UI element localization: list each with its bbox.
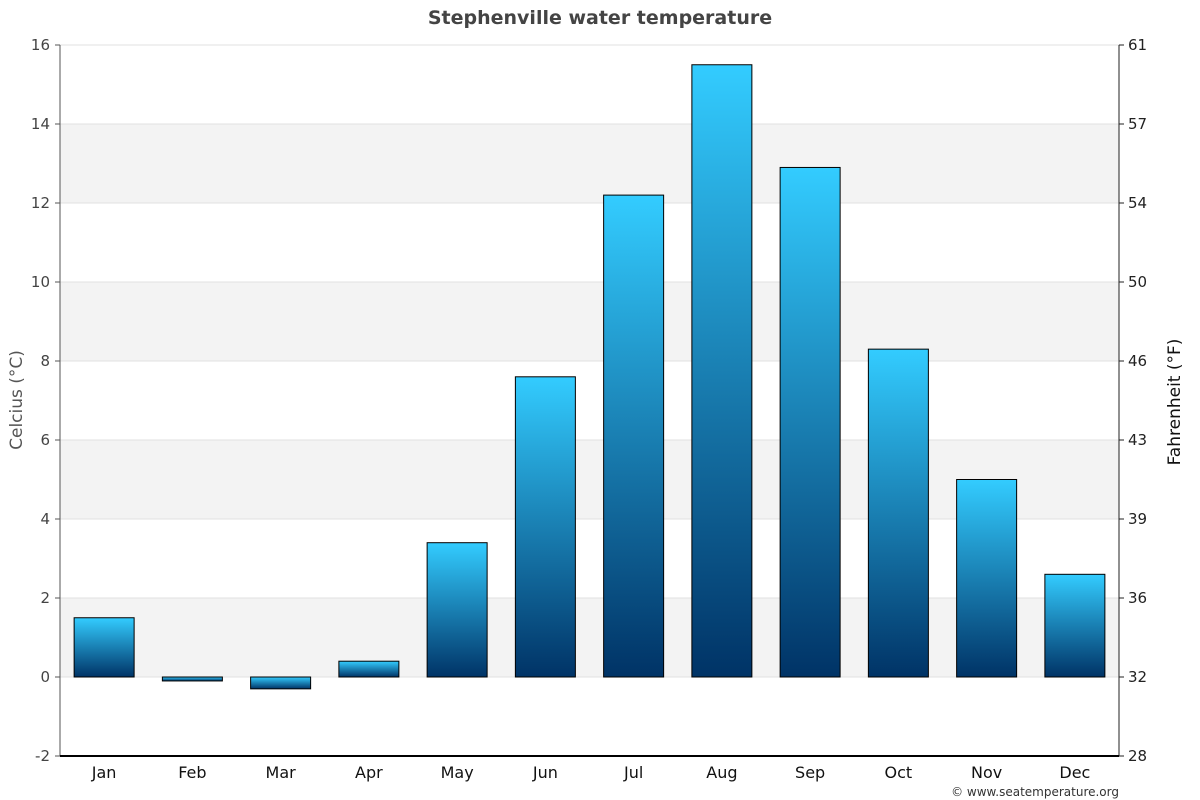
band-3 (60, 440, 1119, 519)
band-6 (60, 203, 1119, 282)
y-left-tick-label-2: 2 (40, 589, 50, 607)
y-left-tick-label-4: 6 (40, 431, 50, 449)
band-7 (60, 124, 1119, 203)
y-left-tick-label-1: 0 (40, 668, 50, 686)
y-left-tick-label-0: -2 (35, 747, 50, 765)
y-axis-right-ticks: 28 32 36 39 43 46 50 54 57 61 (1119, 36, 1147, 765)
y-right-tick-label-4: 43 (1128, 431, 1147, 449)
band-1 (60, 598, 1119, 677)
bar-sep (779, 166, 841, 678)
bar-jan (73, 617, 135, 678)
y-right-tick-label-7: 54 (1128, 194, 1147, 212)
y-left-tick-label-3: 4 (40, 510, 50, 528)
y-left-tick-label-7: 12 (31, 194, 50, 212)
bar-oct (867, 348, 929, 678)
bar-feb (161, 676, 223, 682)
y-axis-left-label: Celcius (°C) (7, 350, 27, 450)
chart-title: Stephenville water temperature (428, 7, 772, 29)
y-left-tick-label-8: 14 (31, 115, 50, 133)
bar-mar (250, 676, 312, 690)
bar-jun (514, 376, 576, 678)
bar-dec (1044, 573, 1106, 678)
gridlines (60, 44, 1119, 678)
background-bands (60, 45, 1119, 756)
band-0 (60, 677, 1119, 756)
y-right-tick-label-5: 46 (1128, 352, 1147, 370)
x-tick-label-oct: Oct (885, 763, 913, 782)
y-right-tick-label-0: 28 (1128, 747, 1147, 765)
x-tick-label-jan: Jan (91, 763, 117, 782)
y-right-tick-label-6: 50 (1128, 273, 1147, 291)
bars (73, 64, 1106, 690)
x-tick-label-sep: Sep (795, 763, 825, 782)
bar-apr (338, 660, 400, 678)
x-tick-label-apr: Apr (355, 763, 383, 782)
y-right-tick-label-2: 36 (1128, 589, 1147, 607)
x-tick-label-feb: Feb (178, 763, 206, 782)
y-right-tick-label-1: 32 (1128, 668, 1147, 686)
x-tick-label-may: May (441, 763, 474, 782)
x-tick-label-jun: Jun (532, 763, 558, 782)
y-right-tick-label-9: 61 (1128, 36, 1147, 54)
x-tick-label-dec: Dec (1059, 763, 1090, 782)
band-4 (60, 361, 1119, 440)
bar-nov (956, 479, 1018, 678)
band-5 (60, 282, 1119, 361)
y-axis-right-label: Fahrenheit (°F) (1165, 339, 1185, 466)
bar-aug (691, 64, 753, 678)
y-right-tick-label-8: 57 (1128, 115, 1147, 133)
y-axis-left-ticks: -2 0 2 4 6 8 10 12 14 16 (31, 36, 60, 765)
x-tick-label-nov: Nov (971, 763, 1002, 782)
y-left-tick-label-5: 8 (40, 352, 50, 370)
x-axis-ticks: Jan Feb Mar Apr May Jun Jul Aug Sep Oct Nov Dec (91, 763, 1091, 782)
credit-text: © www.seatemperature.org (951, 785, 1119, 799)
band-2 (60, 519, 1119, 598)
bar-jul (603, 194, 665, 678)
x-tick-label-aug: Aug (706, 763, 737, 782)
x-tick-label-jul: Jul (623, 763, 643, 782)
y-left-tick-label-9: 16 (31, 36, 50, 54)
band-8 (60, 45, 1119, 124)
x-tick-label-mar: Mar (266, 763, 297, 782)
bar-may (426, 542, 488, 678)
y-left-tick-label-6: 10 (31, 273, 50, 291)
y-right-tick-label-3: 39 (1128, 510, 1147, 528)
